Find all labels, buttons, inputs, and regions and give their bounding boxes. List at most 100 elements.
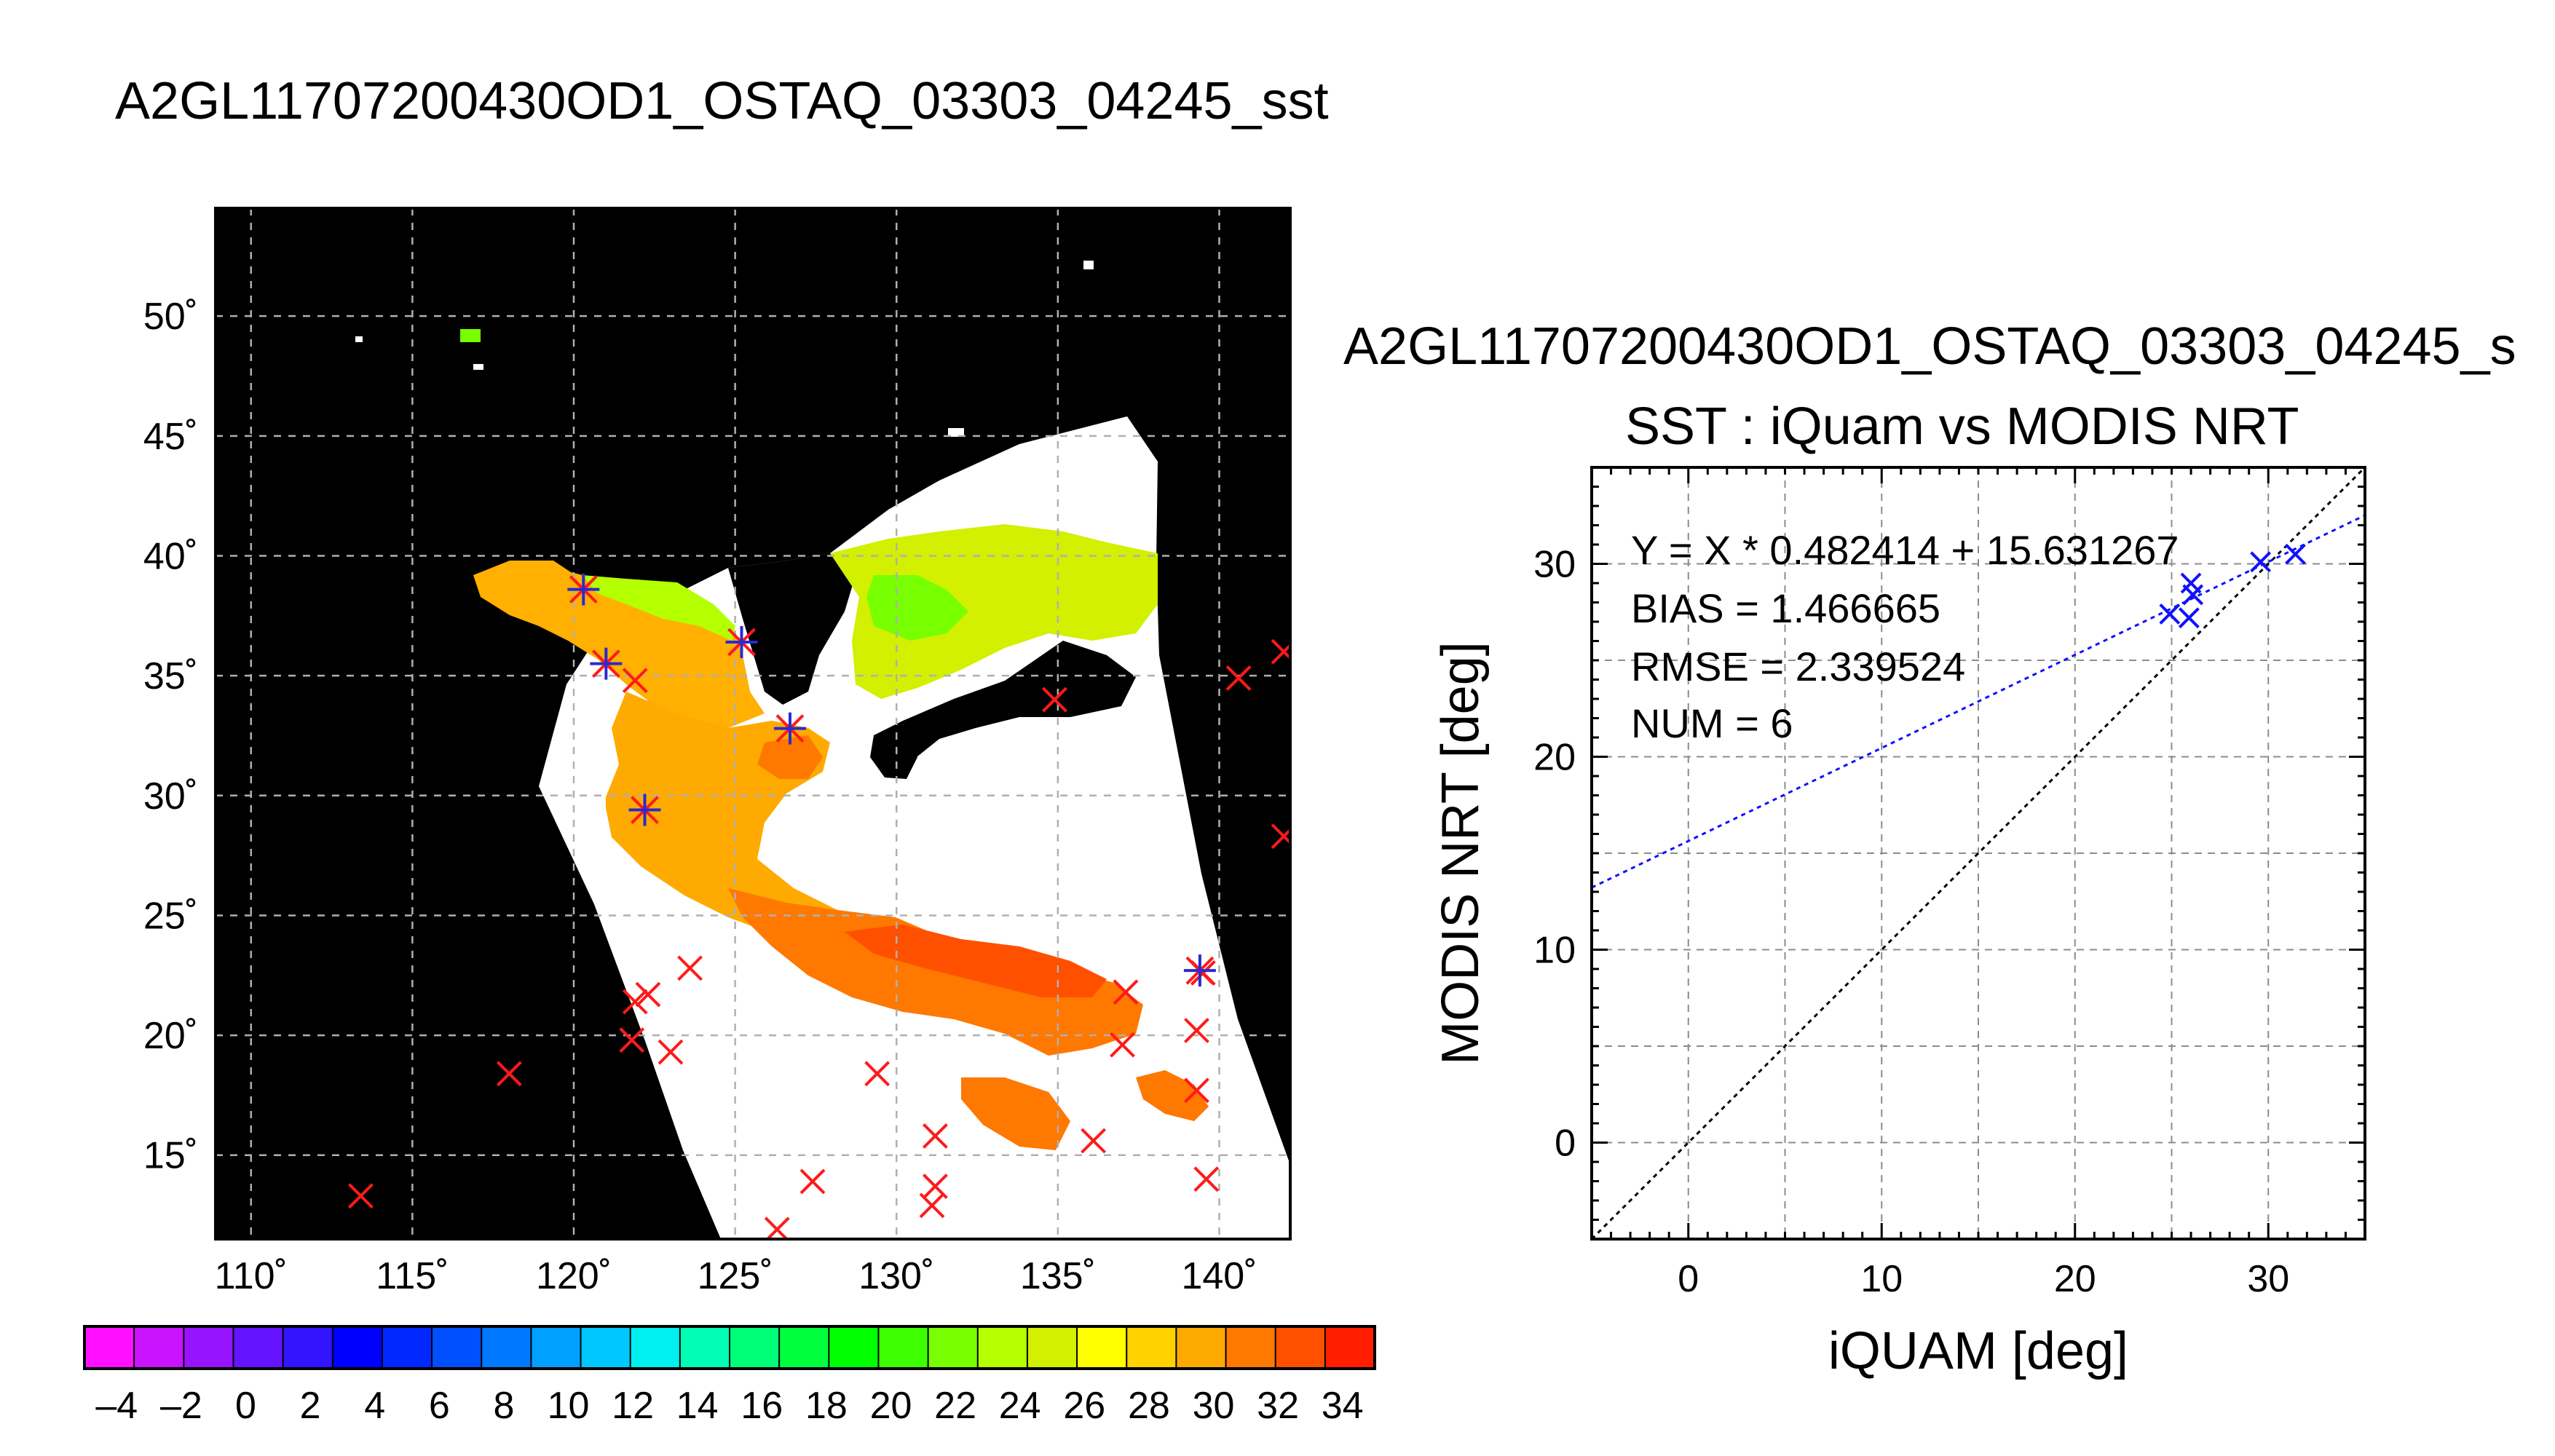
lon-tick-label: 130˚ [858, 1255, 934, 1297]
unmatched-buoy-marker [619, 1027, 645, 1053]
map-title: A2GL11707200430OD1_OSTAQ_03303_04245_sst [115, 72, 1329, 130]
sst-bohai [473, 561, 575, 612]
lat-tick-label: 50˚ [143, 296, 198, 338]
lat-tick-labels: 50˚ 45˚ 40˚ 35˚ 30˚ 25˚ 20˚ 15˚ [143, 296, 198, 1177]
lat-tick-label: 40˚ [143, 535, 198, 577]
colorbar-label: 2 [300, 1385, 321, 1427]
colorbar-label: –4 [95, 1385, 138, 1427]
colorbar-label: 6 [429, 1385, 450, 1427]
unmatched-buoy-marker [1271, 638, 1290, 665]
x-tick-label: 30 [2247, 1258, 2289, 1300]
colorbar-swatch [432, 1326, 482, 1369]
num-stat: NUM = 6 [1631, 700, 1793, 746]
lon-tick-labels: 110˚ 115˚ 120˚ 125˚ 130˚ 135˚ 140˚ [215, 1255, 1257, 1297]
cloud-patch [948, 428, 964, 437]
unmatched-buoy-marker [677, 955, 703, 981]
unmatched-buoy-marker [1184, 1077, 1209, 1104]
colorbar-label: 10 [548, 1385, 590, 1427]
lat-tick-label: 25˚ [143, 895, 198, 937]
unmatched-buoy-marker [657, 1039, 684, 1065]
cloud-patch [473, 364, 483, 370]
matched-buoy-marker [590, 647, 623, 680]
y-tick-label: 30 [1533, 544, 1576, 586]
sst-green-north [583, 575, 735, 641]
lat-tick-label: 30˚ [143, 775, 198, 818]
scatter-points [2159, 543, 2306, 629]
sst-japan-sea [830, 524, 1158, 699]
lat-tick-label: 45˚ [143, 416, 198, 458]
colorbar-label: 8 [493, 1385, 514, 1427]
sst-yellow-sea [477, 564, 765, 728]
colorbar-label: 16 [741, 1385, 783, 1427]
cloud-patch [355, 336, 363, 342]
colorbar-label: 18 [805, 1385, 848, 1427]
colorbar-swatch [1176, 1326, 1227, 1369]
lat-tick-label: 35˚ [143, 655, 198, 697]
colorbar-swatch [531, 1326, 582, 1369]
fit-line [1592, 514, 2365, 889]
unmatched-buoy-marker [496, 1061, 522, 1087]
y-axis-label: MODIS NRT [deg] [1431, 641, 1490, 1065]
colorbar-label: 0 [235, 1385, 256, 1427]
x-tick-label: 0 [1678, 1258, 1699, 1300]
colorbar-swatch [1275, 1326, 1326, 1369]
colorbar-swatch [382, 1326, 433, 1369]
scatter-title: SST : iQuam vs MODIS NRT [1625, 397, 2299, 456]
unmatched-buoy-marker [1110, 1032, 1135, 1058]
scatter-header: A2GL11707200430OD1_OSTAQ_03303_04245_s [1343, 317, 2516, 376]
cloud-patch [597, 786, 606, 830]
y-tick-label: 10 [1533, 930, 1576, 972]
fit-equation: Y = X * 0.482414 + 15.631267 [1631, 527, 2179, 573]
scatter-lines [1592, 467, 2365, 1239]
colorbar-frame [83, 1325, 1376, 1370]
lon-tick-label: 135˚ [1020, 1255, 1096, 1297]
matched-buoy-marker [725, 626, 758, 659]
bias-stat: BIAS = 1.466665 [1631, 585, 1940, 631]
lon-tick-label: 140˚ [1181, 1255, 1257, 1297]
scatter-grid [1592, 467, 2365, 1239]
x-tick-label: 10 [1860, 1258, 1903, 1300]
colorbar-swatch [1225, 1326, 1276, 1369]
unmatched-buoy-marker [622, 989, 648, 1015]
unmatched-buoy-marker [348, 1183, 374, 1209]
colorbar-swatch [183, 1326, 234, 1369]
colorbar-swatch [779, 1326, 829, 1369]
sst-pacific-orange [728, 888, 1143, 1056]
unmatched-buoy-marker [1042, 687, 1067, 713]
colorbar-swatch [679, 1326, 730, 1369]
cloud-patch [553, 757, 583, 772]
matched-buoy-marker [628, 794, 661, 826]
colorbar-label: 32 [1257, 1385, 1299, 1427]
unmatched-buoy-marker [1113, 979, 1139, 1005]
x-tick-label: 20 [2054, 1258, 2096, 1300]
colorbar-swatch [1324, 1326, 1375, 1369]
colorbar-swatch [928, 1326, 979, 1369]
map-frame [214, 207, 1292, 1241]
scatter-plot: 0 10 20 30 0 10 20 30 Y = X * 0.482414 + 15.631… [1431, 466, 2366, 1380]
colorbar-swatch [1027, 1326, 1078, 1369]
unmatched-buoy-marker [919, 1192, 945, 1219]
y-tick-label: 0 [1555, 1123, 1576, 1165]
unmatched-buoy-marker [923, 1123, 948, 1149]
colorbar-swatch [84, 1326, 135, 1369]
rmse-stat: RMSE = 2.339524 [1631, 644, 1965, 689]
lon-tick-label: 110˚ [215, 1255, 288, 1297]
scatter-point [2182, 584, 2204, 606]
colorbar-swatch [977, 1326, 1028, 1369]
colorbar-label: 12 [612, 1385, 654, 1427]
unmatched-buoy-marker [1271, 823, 1290, 850]
colorbar-swatch [878, 1326, 929, 1369]
colorbar-label: 22 [934, 1385, 976, 1427]
scatter-point [2178, 607, 2200, 629]
unmatched-buoy-marker [764, 1216, 790, 1239]
sst-pacific-red [845, 925, 1107, 997]
colorbar-label: 28 [1128, 1385, 1170, 1427]
colorbar-label: 26 [1063, 1385, 1105, 1427]
x-axis-label: iQUAM [deg] [1828, 1322, 2128, 1380]
matched-buoy-marker [1183, 954, 1216, 987]
unmatched-buoy-marker [622, 668, 648, 694]
kyushu-land [870, 732, 917, 779]
colorbar-swatch [134, 1326, 184, 1369]
unmatched-buoy-marker [635, 981, 661, 1008]
